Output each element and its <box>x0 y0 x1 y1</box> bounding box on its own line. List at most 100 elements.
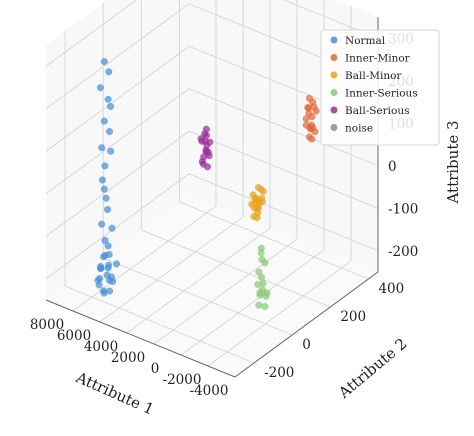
point-inner-minor <box>305 104 313 112</box>
grid-line-z-back <box>45 0 137 67</box>
legend-item: Ball-Minor <box>330 70 402 82</box>
point-ball-serious <box>206 138 214 146</box>
y-tick-label: 0 <box>302 337 311 353</box>
point-normal <box>98 176 106 184</box>
legend-box <box>320 29 440 146</box>
grid-line-z-back <box>45 173 190 280</box>
grid-line-z-side <box>188 88 379 167</box>
point-normal <box>105 68 113 76</box>
point-ball-serious <box>202 125 210 133</box>
point-normal <box>104 205 112 213</box>
point-normal <box>112 260 120 268</box>
grid-line-x-floor <box>207 260 352 367</box>
point-normal <box>104 95 112 103</box>
legend: Normal Inner-Minor Ball-Minor Inner-Serious… <box>320 29 440 146</box>
legend-label: Inner-Minor <box>345 53 411 65</box>
point-normal <box>107 147 115 155</box>
grid-line-x-floor <box>180 249 325 356</box>
point-inner-serious <box>254 280 262 288</box>
y-tick-label: 200 <box>340 309 366 325</box>
point-inner-minor <box>308 135 316 143</box>
z-axis-label: Attribute 3 <box>444 120 462 204</box>
x-tick-label: -2000 <box>163 372 202 388</box>
point-ball-minor <box>254 204 262 212</box>
legend-marker <box>330 89 338 96</box>
point-normal <box>104 264 112 272</box>
point-normal <box>96 84 104 92</box>
x-tick-label: 6000 <box>57 328 91 344</box>
grid-line-z-back <box>45 88 190 195</box>
point-ball-minor <box>249 191 257 199</box>
back-pane <box>46 0 189 300</box>
grid-line-y-floor <box>64 285 255 364</box>
x-tick-label: 2000 <box>111 350 145 366</box>
point-ball-serious <box>205 152 213 160</box>
point-normal <box>107 273 115 281</box>
z-tick-label: -100 <box>388 201 418 217</box>
point-inner-serious <box>256 288 264 296</box>
grid-line-y-floor <box>103 257 293 336</box>
grid-line-x-floor <box>126 227 271 334</box>
legend-item: Inner-Serious <box>330 88 418 100</box>
y-tick-label: -200 <box>264 365 294 381</box>
grid-line-z-back <box>45 130 190 237</box>
legend-item: noise <box>330 123 373 135</box>
point-inner-minor <box>307 125 315 133</box>
data-points <box>94 58 320 310</box>
point-inner-serious <box>258 256 266 264</box>
x-axis-label: Attribute 1 <box>73 368 157 419</box>
point-inner-serious <box>263 289 271 297</box>
point-normal <box>100 58 108 66</box>
x-tick-label: 0 <box>151 361 160 377</box>
legend-marker <box>330 124 338 131</box>
point-inner-serious <box>261 302 269 310</box>
x-tick-label: -4000 <box>190 383 229 399</box>
point-normal <box>105 251 113 259</box>
legend-marker <box>330 106 338 114</box>
x-tick-label: 4000 <box>84 339 118 355</box>
legend-item: Ball-Serious <box>330 105 410 117</box>
point-normal <box>107 102 115 110</box>
point-ball-minor <box>248 200 256 208</box>
legend-item: Inner-Minor <box>330 53 411 65</box>
point-inner-minor <box>305 94 313 102</box>
point-normal <box>105 128 113 136</box>
x-tick-label: 8000 <box>30 317 64 333</box>
legend-label: Ball-Minor <box>345 70 402 82</box>
z-tick-label: 0 <box>388 159 397 175</box>
point-normal <box>101 236 109 244</box>
grid-line-x-floor <box>153 238 298 345</box>
legend-marker <box>330 36 338 44</box>
grid-line-z-side <box>188 130 379 209</box>
point-ball-serious <box>197 135 205 143</box>
legend-marker <box>330 71 338 79</box>
legend-label: Inner-Serious <box>345 88 418 100</box>
point-normal <box>102 194 110 202</box>
z-tick-label: -200 <box>388 244 418 260</box>
legend-label: Ball-Serious <box>345 105 410 117</box>
grid-line-z-back <box>45 45 190 152</box>
x-axis-line <box>45 299 236 378</box>
grid-line-z-side <box>282 0 379 39</box>
grid-line-x-floor <box>99 216 244 323</box>
point-normal <box>104 242 112 250</box>
point-normal <box>98 220 106 228</box>
point-ball-minor <box>254 183 262 191</box>
point-inner-serious <box>257 244 265 252</box>
point-normal <box>101 162 109 170</box>
legend-label: noise <box>345 123 373 135</box>
point-ball-serious <box>203 163 211 171</box>
grid-line-z-side <box>188 173 379 252</box>
y-axis-label: Attribute 2 <box>334 335 410 403</box>
point-ball-minor <box>258 194 266 202</box>
point-normal <box>100 185 108 193</box>
grid-line-y-floor <box>179 201 369 280</box>
point-inner-serious <box>255 301 263 309</box>
legend-marker <box>330 54 338 61</box>
y-axis-line <box>234 271 379 378</box>
point-normal <box>98 144 106 152</box>
legend-item: Normal <box>330 35 386 47</box>
legend-label: Normal <box>345 35 386 47</box>
point-normal <box>108 224 116 232</box>
